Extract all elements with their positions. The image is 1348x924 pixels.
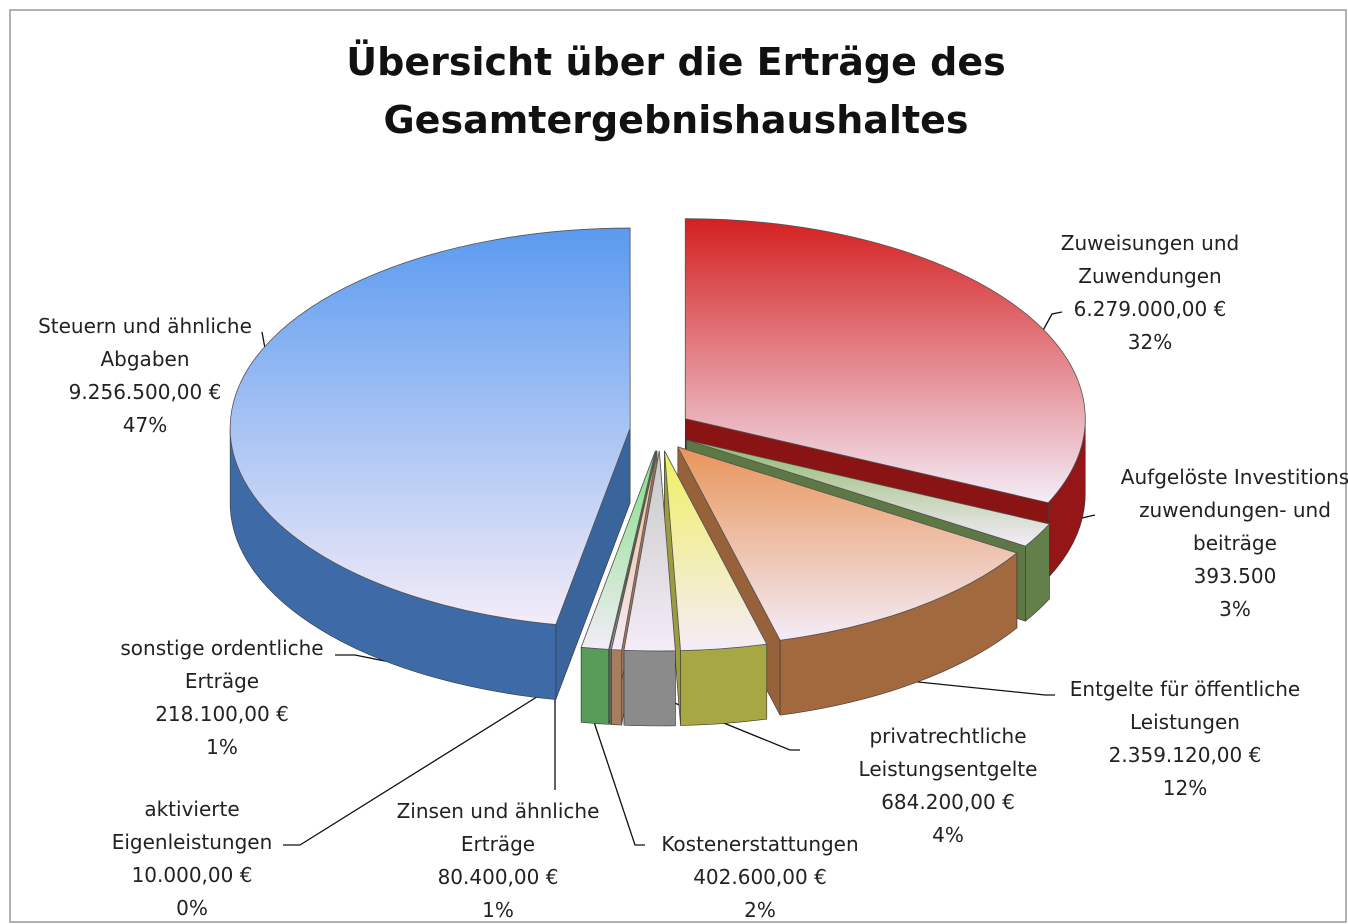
- slice-wall-shade: [1025, 524, 1050, 622]
- slice-label: sonstige ordentliche Erträge: [120, 636, 323, 693]
- value-label: 9.256.500,00 €: [69, 380, 222, 404]
- slice-label: Steuern und ähnliche Abgaben: [38, 314, 252, 371]
- value-label: 10.000,00 €: [132, 863, 253, 887]
- percent-label: 47%: [123, 413, 167, 437]
- percent-label: 12%: [1163, 776, 1207, 800]
- slice-side-shade: [611, 450, 657, 725]
- pie: [229, 218, 1086, 727]
- slice: [623, 450, 676, 652]
- percent-label: 1%: [482, 898, 514, 922]
- slice: [609, 450, 657, 650]
- percent-label: 32%: [1128, 330, 1172, 354]
- slice: [684, 218, 1086, 504]
- slice: [610, 450, 658, 651]
- value-label: 402.600,00 €: [693, 865, 827, 889]
- value-label: 218.100,00 €: [155, 702, 289, 726]
- percent-label: 4%: [932, 823, 964, 847]
- slice-label: Aufgelöste Investitions zuwendungen- und b…: [1121, 465, 1348, 555]
- slice-label: Entgelte für öffentliche Leistungen: [1070, 677, 1300, 734]
- slice-wall-shade: [581, 647, 609, 725]
- percent-label: 1%: [206, 735, 238, 759]
- slice-wall-shade: [623, 650, 676, 726]
- value-label: 2.359.120,00 €: [1109, 743, 1262, 767]
- leader-line: [283, 689, 549, 846]
- slice: [676, 446, 1018, 641]
- slice-label: Zinsen und ähnliche Erträge: [397, 799, 600, 856]
- slice: [664, 450, 768, 652]
- slice: [229, 227, 631, 625]
- percent-label: 2%: [744, 898, 776, 922]
- slice-wall-shade: [680, 644, 767, 726]
- slice-wall-shade: [230, 428, 556, 700]
- slice-label: Zuweisungen und Zuwendungen: [1061, 231, 1239, 288]
- labels: Zuweisungen und Zuwendungen 6.279.000,00 €…: [38, 231, 1348, 922]
- value-label: 393.500: [1194, 564, 1277, 588]
- slice: [686, 439, 1051, 547]
- percent-label: 3%: [1219, 597, 1251, 621]
- slice-label: aktivierte Eigenleistungen: [112, 797, 273, 854]
- value-label: 6.279.000,00 €: [1074, 297, 1227, 321]
- value-label: 80.400,00 €: [438, 865, 559, 889]
- slice-label: privatrechtliche Leistungsentgelte: [859, 724, 1038, 781]
- slice-wall-shade: [780, 552, 1017, 716]
- slice-label: Kostenerstattungen: [661, 832, 858, 856]
- percent-label: 0%: [176, 896, 208, 920]
- slice-wall-shade: [611, 649, 622, 726]
- slice-wall-shade: [1048, 418, 1086, 578]
- slice: [580, 450, 656, 650]
- chart-title: Übersicht über die Erträge des Gesamterge…: [346, 40, 1005, 142]
- slice-wall-shade: [609, 649, 612, 725]
- value-label: 684.200,00 €: [881, 790, 1015, 814]
- slice-side-shade: [555, 428, 631, 700]
- leader-line: [584, 694, 645, 846]
- slice-side-shade: [664, 450, 681, 726]
